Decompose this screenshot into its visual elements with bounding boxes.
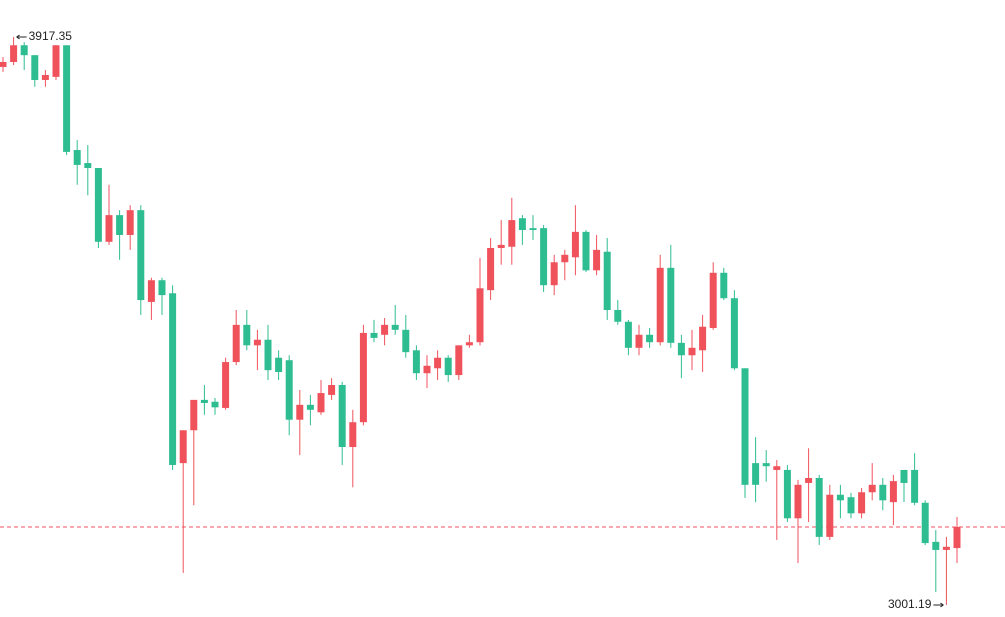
candle-body bbox=[593, 249, 601, 271]
candle-body bbox=[328, 385, 336, 395]
candle-body bbox=[741, 368, 749, 485]
candle-body bbox=[730, 298, 738, 369]
candle-body bbox=[222, 362, 230, 408]
candle-body bbox=[434, 357, 442, 369]
candle-body bbox=[275, 357, 283, 372]
candle-body bbox=[444, 357, 452, 376]
candle-body bbox=[84, 163, 92, 169]
high-label: 3917.35 bbox=[29, 29, 73, 43]
candle-body bbox=[667, 267, 675, 343]
candle-body bbox=[815, 478, 823, 537]
candle-body bbox=[105, 215, 113, 242]
arrow bbox=[933, 602, 944, 608]
candle-body bbox=[359, 332, 367, 423]
candle-body bbox=[465, 342, 473, 346]
candle-body bbox=[179, 430, 187, 464]
candle-body bbox=[349, 422, 357, 448]
candle-body bbox=[306, 404, 314, 410]
candle-body bbox=[285, 360, 293, 420]
candle-body bbox=[836, 494, 844, 501]
candle-body bbox=[540, 228, 548, 286]
candle-body bbox=[529, 228, 537, 231]
candle-body bbox=[550, 262, 558, 286]
candle-body bbox=[794, 484, 802, 519]
candle-body bbox=[635, 334, 643, 348]
candle-body bbox=[847, 497, 855, 514]
candle-body bbox=[487, 247, 495, 291]
candle-body bbox=[656, 267, 664, 343]
candle-body bbox=[762, 463, 770, 467]
candle-body bbox=[0, 61, 7, 67]
candle-body bbox=[518, 218, 526, 231]
candle-body bbox=[317, 393, 325, 413]
candle-body bbox=[264, 339, 272, 371]
candle-body bbox=[31, 55, 39, 80]
low-label: 3001.19 bbox=[888, 597, 932, 611]
candle-body bbox=[773, 466, 781, 470]
candle-body bbox=[476, 288, 484, 343]
candle-body bbox=[624, 321, 632, 348]
candle-body bbox=[614, 309, 622, 322]
candle-body bbox=[338, 385, 346, 448]
candle-body bbox=[147, 280, 155, 302]
candle-body bbox=[699, 326, 707, 351]
candle-body bbox=[826, 494, 834, 537]
candle-body bbox=[126, 210, 134, 235]
candle-body bbox=[211, 401, 219, 408]
candle-body bbox=[603, 251, 611, 310]
candle-body bbox=[921, 502, 929, 544]
candle-body bbox=[953, 526, 961, 549]
candle-body bbox=[370, 332, 378, 338]
arrow bbox=[16, 34, 27, 40]
candle-body bbox=[688, 347, 696, 356]
candle-body bbox=[412, 350, 420, 374]
candle-body bbox=[116, 215, 124, 235]
candle-body bbox=[709, 272, 717, 328]
candle-body bbox=[381, 324, 389, 335]
candle-body bbox=[52, 45, 60, 77]
candle-body bbox=[942, 546, 950, 550]
candle-body bbox=[137, 210, 145, 301]
candle-body bbox=[253, 339, 261, 346]
candle-body bbox=[932, 541, 940, 550]
candle-body bbox=[646, 334, 654, 343]
candle-body bbox=[73, 150, 81, 165]
candle-body bbox=[243, 324, 251, 346]
candle-body bbox=[805, 478, 813, 483]
candle-body bbox=[752, 463, 760, 485]
candle-body bbox=[423, 365, 431, 374]
candle-body bbox=[10, 45, 18, 62]
candle-body bbox=[190, 399, 198, 431]
candle-body bbox=[94, 168, 102, 242]
candle-body bbox=[571, 231, 579, 258]
candle-body bbox=[63, 45, 71, 152]
candle-body bbox=[402, 329, 410, 353]
candle-body bbox=[561, 254, 569, 263]
candle-body bbox=[720, 272, 728, 299]
candle-body bbox=[296, 404, 304, 420]
candle-body bbox=[582, 231, 590, 271]
candle-body bbox=[879, 484, 887, 501]
candle-body bbox=[889, 481, 897, 503]
candle-body bbox=[200, 399, 208, 403]
candle-body bbox=[868, 484, 876, 493]
candle-body bbox=[455, 345, 463, 376]
candle-body bbox=[900, 469, 908, 483]
candle-body bbox=[508, 220, 516, 247]
candle-body bbox=[497, 244, 505, 248]
candle-body bbox=[391, 324, 399, 330]
candle-body bbox=[783, 469, 791, 519]
candle-body bbox=[232, 324, 240, 363]
candle-body bbox=[858, 492, 866, 514]
candle-body bbox=[41, 75, 49, 80]
candle-body bbox=[677, 342, 685, 356]
candle-body bbox=[158, 280, 166, 296]
candle-body bbox=[20, 45, 28, 56]
candle-body bbox=[911, 469, 919, 503]
candle-body bbox=[169, 293, 177, 465]
